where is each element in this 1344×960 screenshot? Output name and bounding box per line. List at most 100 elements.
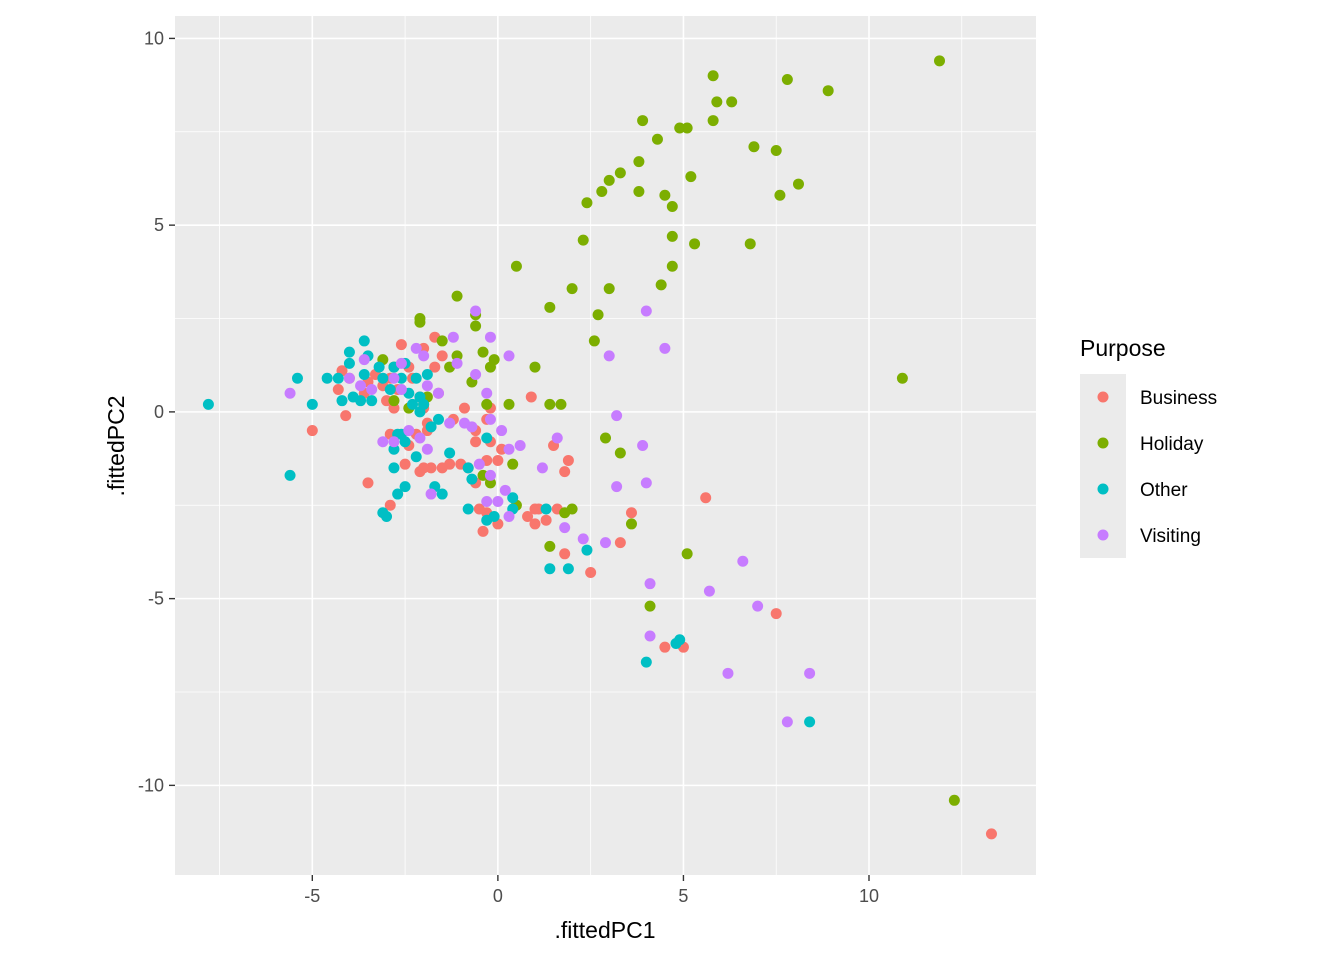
- legend-label-holiday: Holiday: [1140, 434, 1204, 455]
- point-other: [388, 462, 400, 474]
- point-visiting: [410, 342, 422, 354]
- legend-key-visiting: [1097, 529, 1109, 541]
- point-holiday: [644, 600, 656, 612]
- point-other: [436, 488, 448, 500]
- point-holiday: [544, 540, 556, 552]
- point-holiday: [603, 283, 615, 295]
- point-business: [340, 410, 352, 422]
- point-visiting: [377, 436, 389, 448]
- point-holiday: [633, 186, 645, 198]
- point-business: [770, 608, 782, 620]
- point-other: [507, 492, 519, 504]
- point-visiting: [432, 387, 444, 399]
- point-holiday: [726, 96, 738, 108]
- point-visiting: [473, 458, 485, 470]
- point-holiday: [436, 335, 448, 347]
- point-business: [473, 503, 485, 515]
- point-holiday: [507, 458, 519, 470]
- point-business: [436, 350, 448, 362]
- point-other: [562, 563, 574, 575]
- major-gridlines: [175, 16, 1036, 875]
- y-tick-label: 0: [154, 402, 164, 422]
- point-holiday: [503, 398, 515, 410]
- legend-key-business: [1097, 391, 1109, 403]
- legend-label-business: Business: [1140, 388, 1217, 409]
- point-other: [425, 421, 437, 433]
- minor-gridlines: [175, 16, 1036, 875]
- point-holiday: [510, 260, 522, 272]
- point-visiting: [481, 387, 493, 399]
- point-visiting: [503, 350, 515, 362]
- point-business: [414, 466, 426, 478]
- point-holiday: [774, 189, 786, 201]
- point-holiday: [637, 115, 649, 127]
- point-visiting: [559, 522, 571, 534]
- point-holiday: [488, 354, 500, 366]
- point-business: [562, 454, 574, 466]
- point-other: [336, 395, 348, 407]
- legend-key-other: [1097, 483, 1109, 495]
- point-holiday: [666, 230, 678, 242]
- point-business: [332, 383, 344, 395]
- point-visiting: [481, 496, 493, 508]
- point-business: [384, 499, 396, 511]
- y-tick-label: -10: [138, 775, 164, 795]
- point-visiting: [644, 578, 656, 590]
- point-visiting: [637, 440, 649, 451]
- point-holiday: [655, 279, 667, 291]
- point-visiting: [640, 305, 652, 317]
- point-holiday: [614, 447, 626, 459]
- point-visiting: [611, 481, 623, 493]
- point-holiday: [659, 189, 671, 201]
- point-business: [436, 462, 448, 474]
- point-holiday: [614, 167, 626, 179]
- point-holiday: [414, 313, 426, 325]
- point-visiting: [421, 443, 433, 455]
- point-business: [477, 525, 489, 537]
- legend-label-visiting: Visiting: [1140, 526, 1201, 547]
- point-business: [395, 339, 407, 351]
- point-holiday: [948, 794, 960, 806]
- point-other: [291, 372, 303, 384]
- point-other: [432, 413, 444, 425]
- point-business: [399, 458, 411, 470]
- point-business: [540, 514, 552, 526]
- point-other: [343, 357, 355, 369]
- point-other: [355, 395, 367, 407]
- point-business: [525, 391, 537, 403]
- point-holiday: [896, 372, 908, 384]
- point-holiday: [592, 309, 604, 321]
- point-other: [284, 469, 296, 481]
- point-business: [659, 641, 671, 653]
- point-visiting: [499, 484, 511, 496]
- point-holiday: [529, 361, 541, 373]
- point-holiday: [781, 73, 793, 85]
- point-visiting: [395, 383, 407, 395]
- point-business: [470, 436, 482, 448]
- point-holiday: [748, 141, 760, 153]
- point-holiday: [651, 133, 663, 145]
- point-visiting: [447, 331, 459, 343]
- point-business: [492, 454, 504, 466]
- x-tick-label: 0: [493, 886, 503, 906]
- point-visiting: [470, 369, 482, 381]
- point-visiting: [640, 477, 652, 489]
- plot-panel: [175, 16, 1036, 875]
- point-business: [306, 425, 318, 437]
- point-holiday: [481, 398, 493, 410]
- point-visiting: [484, 331, 496, 343]
- y-tick-label: -5: [148, 589, 164, 609]
- point-visiting: [466, 421, 478, 433]
- point-other: [366, 395, 378, 407]
- point-holiday: [711, 96, 723, 108]
- point-holiday: [581, 197, 593, 209]
- point-business: [362, 477, 374, 489]
- point-other: [581, 544, 593, 556]
- point-other: [466, 473, 478, 485]
- point-business: [429, 361, 441, 373]
- point-visiting: [603, 350, 615, 362]
- point-business: [614, 537, 626, 549]
- point-holiday: [625, 518, 637, 530]
- point-holiday: [603, 174, 615, 186]
- point-holiday: [470, 320, 482, 332]
